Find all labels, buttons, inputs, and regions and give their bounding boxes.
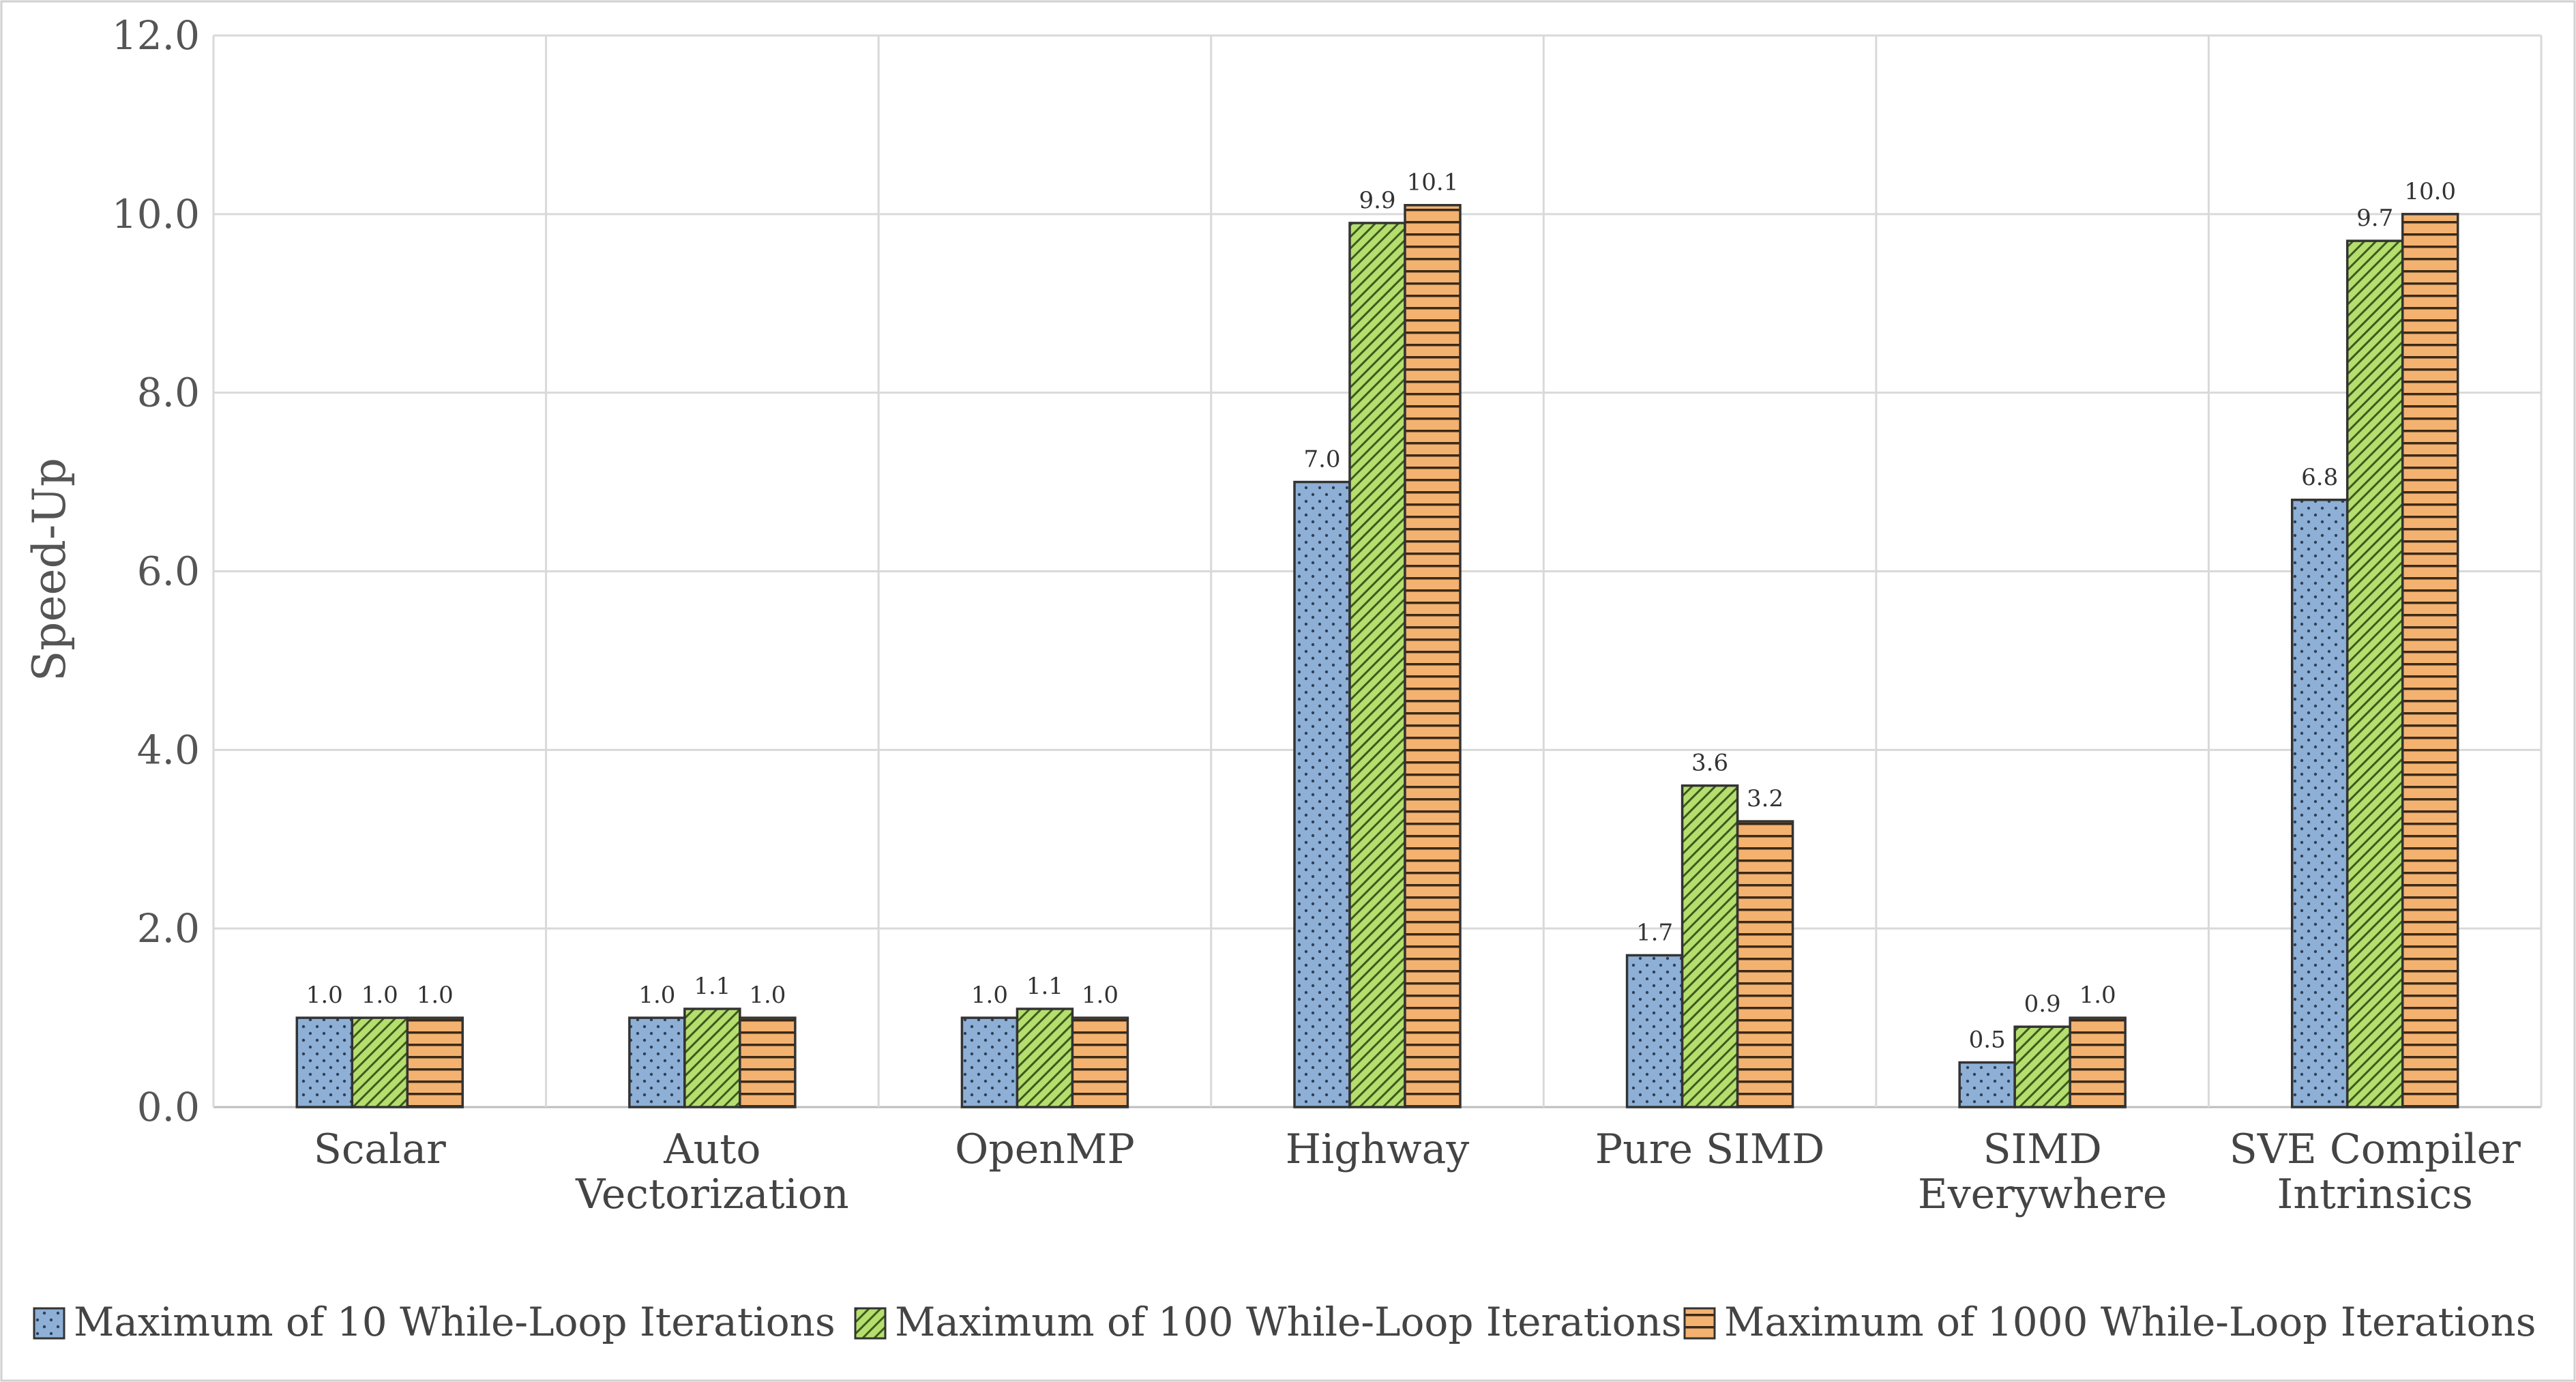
legend-swatch <box>854 1307 887 1340</box>
data-label: 1.0 <box>749 982 786 1009</box>
bar <box>1736 820 1794 1108</box>
bar <box>2069 1016 2127 1108</box>
data-label: 1.0 <box>638 982 675 1009</box>
bar <box>1625 954 1684 1108</box>
y-axis-label: Speed-Up <box>23 458 76 681</box>
y-tick-label: 12.0 <box>112 12 200 59</box>
y-tick-label: 8.0 <box>137 370 200 416</box>
x-category-label: OpenMP <box>955 1126 1135 1173</box>
legend-swatch <box>33 1307 65 1340</box>
y-tick-label: 6.0 <box>137 548 200 595</box>
x-category-label: Auto Vectorization <box>575 1126 849 1218</box>
x-category-label: Pure SIMD <box>1595 1126 1825 1173</box>
x-category-label: SVE Compiler Intrinsics <box>2230 1126 2521 1218</box>
data-label: 1.0 <box>1082 982 1119 1009</box>
data-label: 3.6 <box>1691 750 1728 777</box>
data-label: 0.9 <box>2024 990 2061 1018</box>
bar <box>2345 239 2404 1108</box>
bar <box>960 1016 1019 1108</box>
bar <box>1681 784 1739 1108</box>
x-axis-categories: Scalar Auto Vectorization OpenMP Highway Pure… <box>314 1126 2521 1218</box>
bar <box>1404 203 1462 1108</box>
y-tick-label: 10.0 <box>112 191 200 237</box>
data-label: 9.7 <box>2356 205 2393 232</box>
bar <box>351 1016 409 1108</box>
bar <box>406 1016 464 1108</box>
bar <box>1958 1061 2016 1108</box>
bar <box>739 1016 797 1108</box>
x-category-label: Scalar <box>314 1126 446 1173</box>
bar <box>683 1008 741 1108</box>
bar <box>2290 499 2349 1108</box>
y-tick-label: 2.0 <box>137 905 200 952</box>
bar <box>1016 1008 1074 1108</box>
bar <box>2401 213 2459 1108</box>
y-tick-label: 4.0 <box>137 726 200 773</box>
data-label: 10.1 <box>1407 169 1459 196</box>
legend-swatch <box>1683 1307 1716 1340</box>
bar <box>628 1016 686 1108</box>
bar <box>1293 480 1351 1108</box>
data-label: 1.0 <box>417 982 454 1009</box>
bar <box>2013 1025 2071 1108</box>
data-label: 10.0 <box>2404 178 2456 205</box>
legend: Maximum of 10 While-Loop Iterations Maxim… <box>33 1299 2536 1345</box>
bar <box>295 1016 354 1108</box>
data-label: 1.0 <box>361 982 398 1009</box>
y-axis-ticks: 0.0 2.0 4.0 6.0 8.0 10.0 12.0 <box>112 12 200 1130</box>
bar <box>1071 1016 1129 1108</box>
legend-label: Maximum of 10 While-Loop Iterations <box>74 1299 835 1345</box>
legend-label: Maximum of 1000 While-Loop Iterations <box>1724 1299 2536 1345</box>
y-tick-label: 0.0 <box>137 1084 200 1130</box>
data-label: 0.5 <box>1969 1027 2006 1054</box>
x-category-label: SIMD Everywhere <box>1918 1126 2167 1218</box>
data-label: 1.1 <box>1026 973 1063 1000</box>
bar <box>1348 222 1406 1108</box>
data-label: 1.0 <box>306 982 343 1009</box>
data-label: 9.9 <box>1359 187 1395 214</box>
data-label: 1.7 <box>1636 919 1673 946</box>
data-label: 6.8 <box>2301 464 2338 491</box>
x-category-label: Highway <box>1286 1126 1470 1173</box>
bars: 1.0 1.0 1.0 1.0 1.1 1.0 1.0 1.1 1.0 7.0 9.9 10.1 1.7… <box>295 169 2459 1108</box>
legend-label: Maximum of 100 While-Loop Iterations <box>895 1299 1682 1345</box>
data-label: 3.2 <box>1747 785 1783 812</box>
data-label: 1.0 <box>2079 982 2116 1009</box>
data-label: 7.0 <box>1303 446 1340 473</box>
data-label: 1.1 <box>694 973 730 1000</box>
data-label: 1.0 <box>971 982 1008 1009</box>
